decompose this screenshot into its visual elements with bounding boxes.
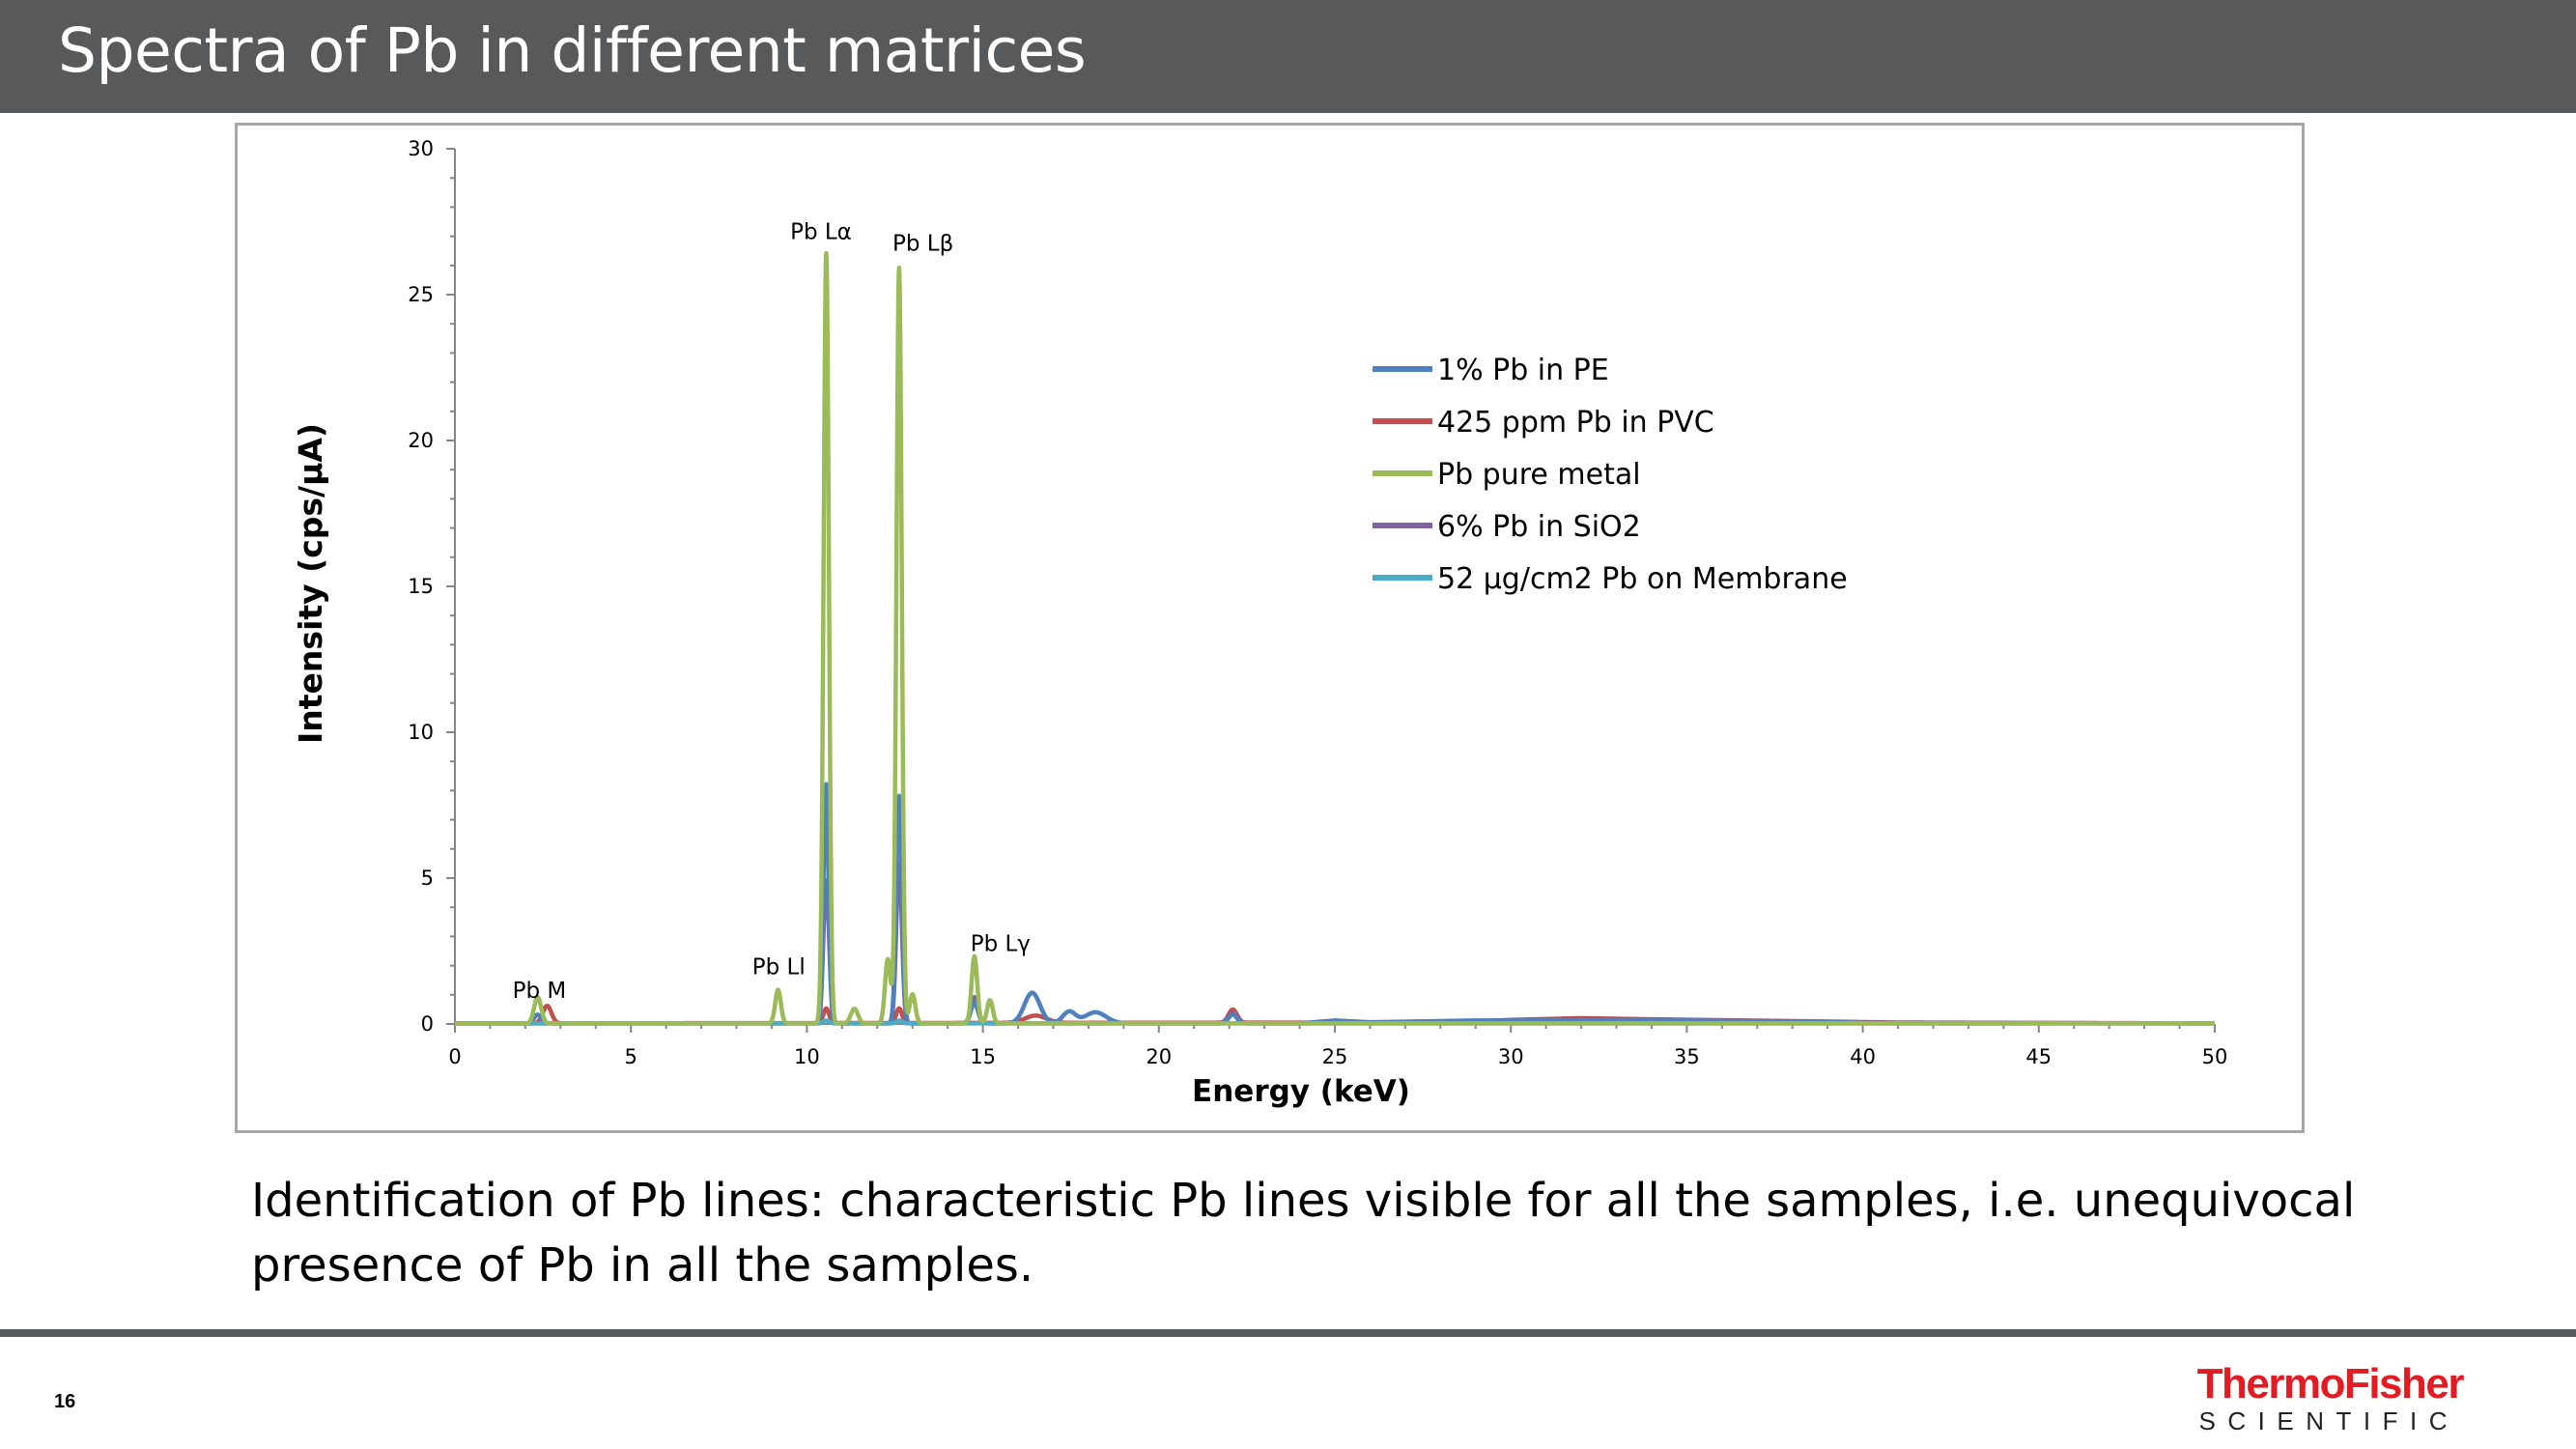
page-number: 16	[54, 1391, 76, 1412]
legend: 1% Pb in PE 425 ppm Pb in PVC Pb pure meta…	[1373, 354, 1848, 596]
x-tick-label: 5	[625, 1045, 637, 1068]
logo-subline: SCIENTIFIC	[2198, 1406, 2459, 1435]
legend-item: 425 ppm Pb in PVC	[1373, 406, 1714, 440]
axis-ticks	[446, 148, 2216, 1033]
series-line-4	[453, 861, 2217, 1026]
x-tick-label: 0	[448, 1045, 461, 1068]
y-tick-label: 10	[408, 721, 434, 744]
x-tick-label: 10	[794, 1045, 820, 1068]
legend-label: Pb pure metal	[1437, 458, 1641, 492]
logo-wordmark: ThermoFisher	[2196, 1360, 2465, 1407]
legend-label: 1% Pb in PE	[1437, 354, 1609, 387]
y-tick-label: 25	[408, 283, 434, 306]
legend-label: 6% Pb in SiO2	[1437, 510, 1641, 544]
peak-label: Pb Ll	[752, 955, 806, 980]
series-line-3	[453, 250, 2217, 1026]
peak-label: Pb Lγ	[971, 932, 1031, 957]
legend-item: Pb pure metal	[1373, 458, 1641, 492]
title-bar: Spectra of Pb in different matrices	[0, 0, 2576, 113]
data-series	[453, 250, 2217, 1026]
x-tick-label: 25	[1322, 1045, 1348, 1068]
y-axis-title: Intensity (cps/μA)	[292, 423, 329, 744]
peak-annotations: Pb M Pb Ll Pb Lα Pb Lβ Pb Lγ	[513, 220, 1031, 1004]
x-tick-label: 40	[1850, 1045, 1876, 1068]
x-tick-label: 20	[1146, 1045, 1172, 1068]
slide-title: Spectra of Pb in different matrices	[58, 15, 1087, 86]
y-tick-label: 5	[421, 867, 434, 890]
x-tick-label: 30	[1498, 1045, 1524, 1068]
peak-label: Pb Lβ	[892, 232, 953, 257]
x-tick-label: 15	[970, 1045, 996, 1068]
peak-label: Pb Lα	[790, 220, 852, 245]
x-tick-label: 50	[2202, 1045, 2228, 1068]
y-tick-label: 20	[408, 429, 434, 452]
series-line-1	[453, 781, 2217, 1026]
tick-labels: 0 5 10 15 20 25 30 0 5 10 15 20 25 30 35 40 45 50	[408, 137, 2227, 1068]
legend-item: 52 μg/cm2 Pb on Membrane	[1373, 562, 1848, 596]
legend-item: 6% Pb in SiO2	[1373, 510, 1641, 544]
x-tick-label: 45	[2025, 1045, 2052, 1068]
legend-label: 52 μg/cm2 Pb on Membrane	[1437, 562, 1848, 596]
y-tick-label: 15	[408, 575, 434, 598]
legend-item: 1% Pb in PE	[1373, 354, 1609, 387]
thermo-fisher-logo: ThermoFisher SCIENTIFIC	[2193, 1360, 2465, 1435]
y-tick-label: 0	[421, 1012, 434, 1036]
x-tick-label: 35	[1674, 1045, 1700, 1068]
slide-caption: Identification of Pb lines: characterist…	[251, 1174, 2356, 1293]
chart-frame: 0 5 10 15 20 25 30 0 5 10 15 20 25 30 35 40 45 50 Pb M Pb …	[235, 123, 2305, 1133]
x-axis-title: Energy (keV)	[1192, 1074, 1410, 1109]
footer-rule	[0, 1329, 2576, 1337]
legend-label: 425 ppm Pb in PVC	[1437, 406, 1714, 440]
peak-label: Pb M	[513, 979, 567, 1004]
y-tick-label: 30	[408, 137, 434, 160]
axes	[454, 149, 2215, 1025]
